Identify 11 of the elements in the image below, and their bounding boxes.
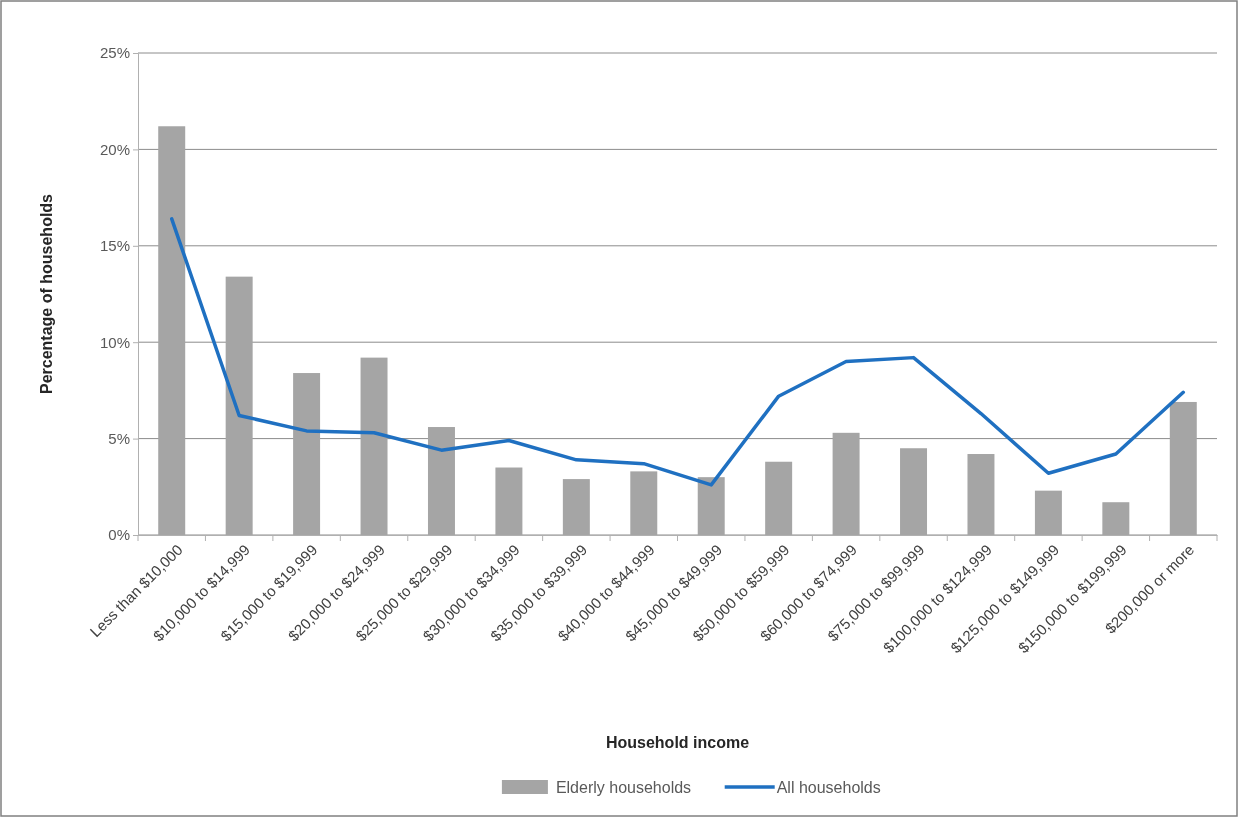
legend-label: All households (776, 778, 881, 796)
y-tick-label: 20% (99, 140, 130, 158)
y-axis-title: Percentage of households (38, 193, 55, 395)
y-tick-label: 25% (99, 44, 130, 62)
y-tick-label: 15% (99, 237, 130, 255)
legend-label: Elderly households (555, 778, 692, 796)
y-tick-label: 5% (108, 429, 130, 447)
y-tick-label: 0% (108, 526, 130, 544)
x-axis-title: Household income (605, 734, 750, 751)
y-tick-label: 10% (99, 333, 130, 351)
line-series (169, 217, 1186, 487)
